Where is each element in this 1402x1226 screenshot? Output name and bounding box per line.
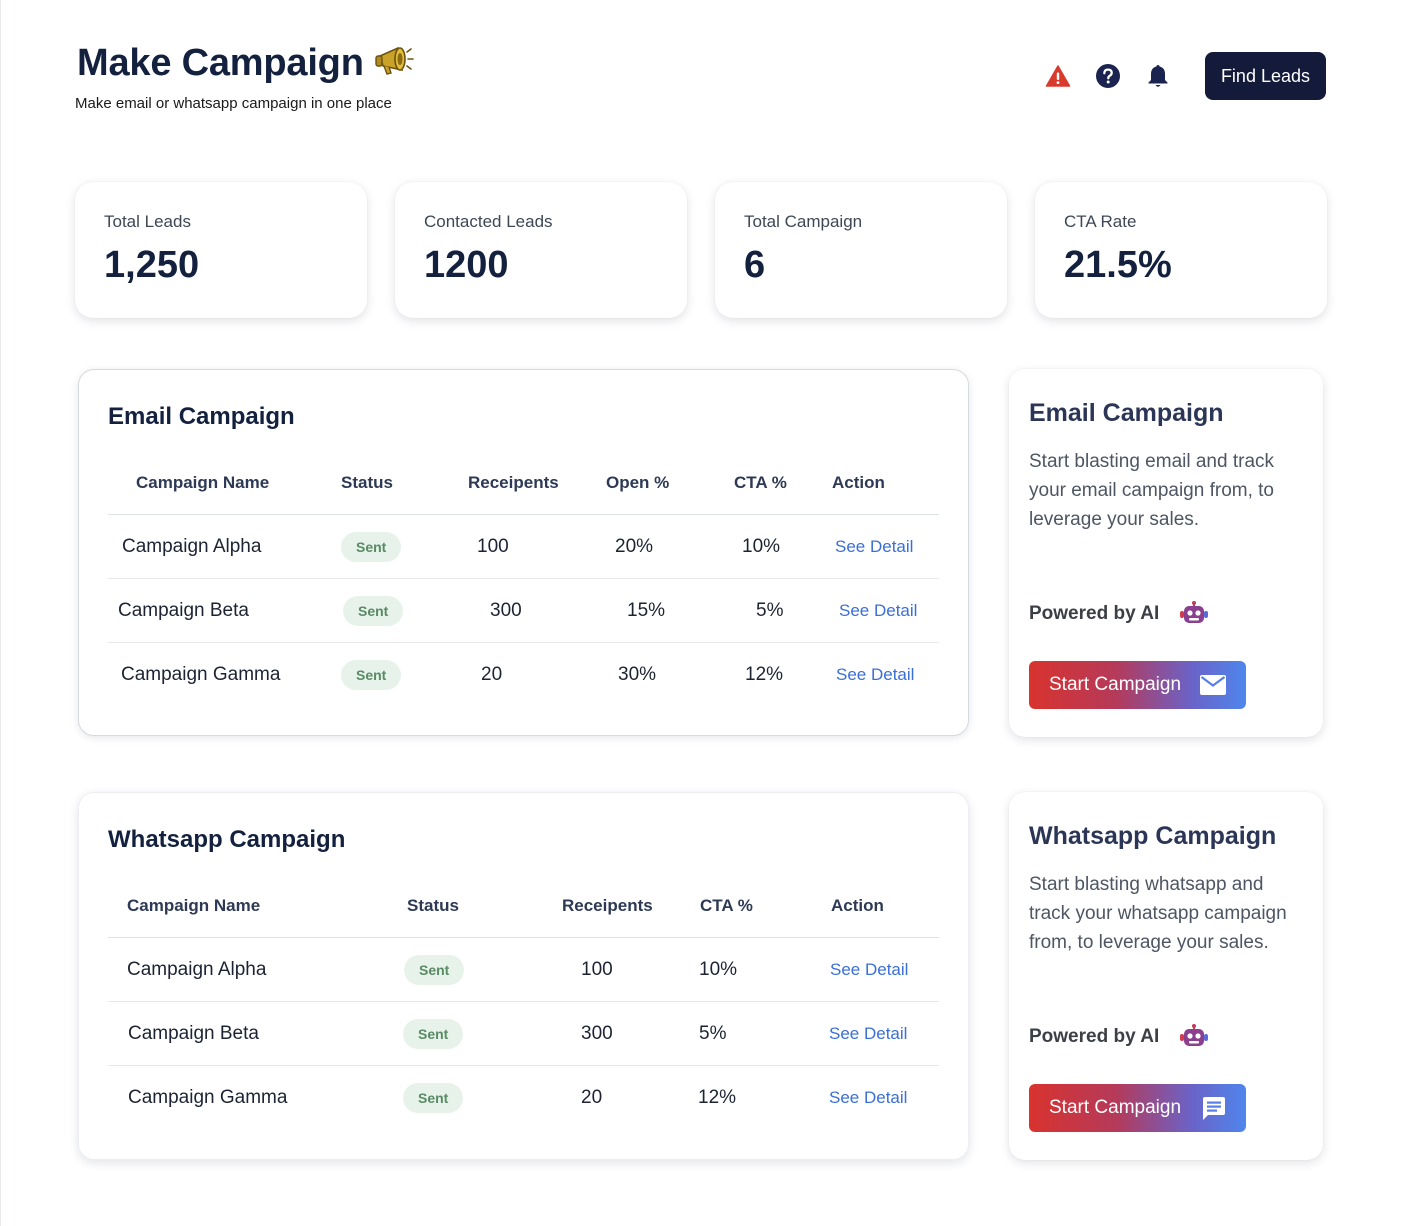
column-header-campaign-name: Campaign Name: [136, 473, 270, 492]
status-badge: Sent: [403, 1018, 464, 1049]
recipients-value: 300: [490, 599, 522, 621]
stat-label: Total Leads: [104, 212, 191, 231]
powered-by-ai: Powered by AI: [1029, 601, 1209, 627]
page-subtitle: Make email or whatsapp campaign in one p…: [75, 95, 392, 112]
column-header-cta: CTA %: [700, 896, 753, 915]
column-header-open: Open %: [606, 473, 670, 492]
column-header-recipients: Receipents: [468, 473, 559, 492]
whatsapp-campaign-promo-card: Whatsapp Campaign Start blasting whatsap…: [1009, 792, 1323, 1160]
column-header-recipients: Receipents: [562, 896, 653, 915]
warning-icon[interactable]: [1045, 63, 1071, 89]
open-value: 15%: [627, 599, 666, 621]
email-table-header: Campaign Name Status Receipents Open % C…: [108, 473, 939, 515]
whatsapp-table-title: Whatsapp Campaign: [108, 826, 346, 853]
promo-title: Whatsapp Campaign: [1029, 822, 1277, 850]
email-campaign-table-card: Email Campaign Campaign Name Status Rece…: [78, 369, 969, 736]
recipients-value: 300: [581, 1022, 613, 1044]
stat-value: 21.5%: [1064, 244, 1172, 286]
see-detail-link[interactable]: See Detail: [839, 600, 918, 620]
robot-icon: [1179, 601, 1209, 627]
status-badge: Sent: [341, 531, 402, 562]
stat-label: Contacted Leads: [424, 212, 553, 231]
table-row: Campaign Gamma Sent 20 30% 12% See Detai…: [108, 643, 939, 707]
chat-icon: [1200, 1095, 1226, 1121]
page-header: Make Campaign Make email or whatsapp cam…: [75, 42, 414, 112]
page-title-text: Make Campaign: [77, 42, 364, 84]
see-detail-link[interactable]: See Detail: [836, 665, 915, 684]
whatsapp-campaign-table-card: Whatsapp Campaign Campaign Name Status R…: [78, 792, 969, 1160]
promo-description: Start blasting whatsapp and track your w…: [1029, 874, 1287, 953]
cta-value: 5%: [699, 1022, 727, 1044]
column-header-status: Status: [341, 473, 393, 492]
stat-card-contacted-leads: Contacted Leads 1200: [395, 182, 687, 318]
stat-value: 6: [744, 244, 766, 286]
email-table-title: Email Campaign: [108, 403, 295, 430]
campaign-name: Campaign Beta: [118, 599, 249, 621]
open-value: 20%: [615, 535, 654, 557]
email-campaign-promo-card: Email Campaign Start blasting email and …: [1009, 369, 1323, 737]
see-detail-link[interactable]: See Detail: [829, 1023, 908, 1043]
open-value: 30%: [618, 664, 657, 685]
start-email-campaign-button[interactable]: Start Campaign: [1029, 661, 1246, 709]
start-campaign-label: Start Campaign: [1049, 674, 1182, 695]
table-row: Campaign Alpha Sent 100 10% See Detail: [108, 938, 939, 1002]
stat-value: 1,250: [104, 244, 200, 286]
campaign-name: Campaign Gamma: [121, 664, 281, 685]
stat-card-total-campaign: Total Campaign 6: [715, 182, 1007, 318]
cta-value: 12%: [745, 664, 784, 685]
start-whatsapp-campaign-button[interactable]: Start Campaign: [1029, 1084, 1246, 1132]
table-row: Campaign Beta Sent 300 15% 5% See Detail: [108, 579, 939, 643]
stat-value: 1200: [424, 244, 509, 286]
page-title: Make Campaign: [77, 42, 414, 85]
promo-description: Start blasting email and track your emai…: [1029, 451, 1275, 530]
see-detail-link[interactable]: See Detail: [835, 536, 914, 556]
powered-label: Powered by AI: [1029, 1026, 1160, 1047]
campaign-name: Campaign Gamma: [128, 1087, 288, 1108]
mail-icon: [1200, 675, 1226, 695]
powered-by-ai: Powered by AI: [1029, 1024, 1209, 1050]
status-badge: Sent: [343, 595, 404, 626]
status-badge: Sent: [341, 660, 402, 690]
powered-label: Powered by AI: [1029, 603, 1160, 624]
table-row: Campaign Gamma Sent 20 12% See Detail: [108, 1066, 939, 1130]
table-row: Campaign Beta Sent 300 5% See Detail: [108, 1002, 939, 1066]
cta-value: 5%: [756, 599, 784, 621]
campaign-name: Campaign Alpha: [122, 535, 262, 557]
cta-value: 10%: [742, 535, 781, 557]
see-detail-link[interactable]: See Detail: [830, 959, 909, 979]
recipients-value: 20: [581, 1087, 603, 1108]
column-header-action: Action: [831, 896, 884, 915]
stat-label: Total Campaign: [744, 212, 863, 231]
start-campaign-label: Start Campaign: [1049, 1097, 1182, 1118]
column-header-campaign-name: Campaign Name: [127, 896, 261, 915]
megaphone-icon: [374, 44, 414, 78]
stats-row: Total Leads 1,250 Contacted Leads 1200 T…: [75, 182, 1327, 318]
cta-value: 10%: [699, 958, 738, 980]
table-row: Campaign Alpha Sent 100 20% 10% See Deta…: [108, 515, 939, 579]
recipients-value: 100: [581, 958, 613, 980]
promo-title: Email Campaign: [1029, 399, 1224, 427]
column-header-cta: CTA %: [734, 473, 787, 492]
bell-icon[interactable]: [1145, 63, 1171, 89]
column-header-action: Action: [832, 473, 885, 492]
recipients-value: 20: [481, 664, 503, 685]
see-detail-link[interactable]: See Detail: [829, 1088, 908, 1107]
status-badge: Sent: [404, 954, 465, 985]
robot-icon: [1179, 1024, 1209, 1050]
stat-card-cta-rate: CTA Rate 21.5%: [1035, 182, 1327, 318]
campaign-name: Campaign Beta: [128, 1022, 259, 1044]
stat-label: CTA Rate: [1064, 212, 1137, 231]
cta-value: 12%: [698, 1087, 737, 1108]
find-leads-button[interactable]: Find Leads: [1204, 52, 1326, 100]
recipients-value: 100: [477, 535, 509, 557]
help-icon[interactable]: [1095, 63, 1121, 89]
campaign-name: Campaign Alpha: [127, 958, 267, 980]
whatsapp-table-header: Campaign Name Status Receipents CTA % Ac…: [108, 896, 939, 938]
status-badge: Sent: [403, 1083, 464, 1113]
top-actions: Find Leads: [1045, 52, 1326, 100]
stat-card-total-leads: Total Leads 1,250: [75, 182, 367, 318]
column-header-status: Status: [407, 896, 459, 915]
